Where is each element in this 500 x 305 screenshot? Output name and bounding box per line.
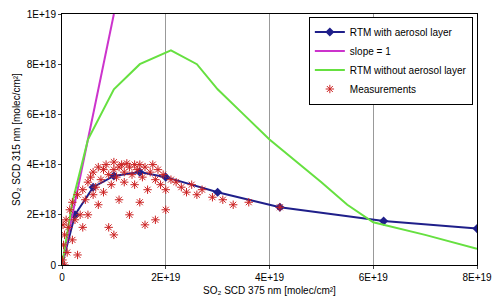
svg-text:0: 0 [50,260,56,271]
svg-text:6E+18: 6E+18 [27,109,57,120]
svg-text:RTM with aerosol layer: RTM with aerosol layer [350,27,453,38]
svg-text:0: 0 [59,272,65,283]
svg-text:1E+19: 1E+19 [27,9,57,20]
svg-text:2E+18: 2E+18 [27,209,57,220]
svg-text:SO₂ SCD 315 nm [molec/cm²]: SO₂ SCD 315 nm [molec/cm²] [11,73,22,206]
svg-text:4E+18: 4E+18 [27,159,57,170]
svg-text:2E+19: 2E+19 [151,272,181,283]
svg-text:8E+19: 8E+19 [462,272,492,283]
svg-text:RTM without aerosol layer: RTM without aerosol layer [350,65,467,76]
svg-text:6E+19: 6E+19 [359,272,389,283]
svg-text:4E+19: 4E+19 [255,272,285,283]
svg-text:slope = 1: slope = 1 [350,46,391,57]
svg-text:Measurements: Measurements [350,84,416,95]
svg-text:8E+18: 8E+18 [27,59,57,70]
svg-text:SO₂ SCD 375 nm [molec/cm²]: SO₂ SCD 375 nm [molec/cm²] [203,285,336,296]
